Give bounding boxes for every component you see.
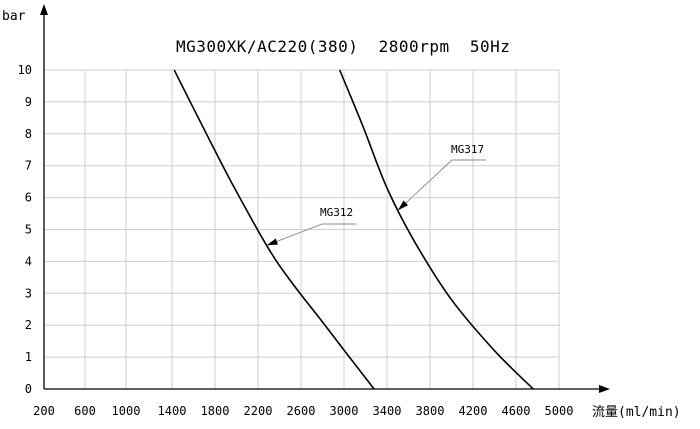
y-tick-label: 4	[25, 254, 32, 268]
x-tick-label: 4600	[502, 404, 531, 418]
x-tick-label: 200	[33, 404, 55, 418]
series-line-mg317	[338, 69, 534, 390]
x-tick-label: 4200	[459, 404, 488, 418]
callout-arrow-icon	[266, 238, 278, 246]
y-tick-label: 10	[18, 63, 32, 77]
x-tick-label: 2600	[287, 404, 316, 418]
series-line-mg312	[173, 69, 375, 390]
y-tick-label: 5	[25, 223, 32, 237]
x-tick-label: 3800	[416, 404, 445, 418]
y-tick-labels: 0 1 2 3 4 5 6 7 8 9 10	[18, 63, 32, 396]
y-tick-label: 3	[25, 286, 32, 300]
chart-title: MG300XK/AC220(380) 2800rpm 50Hz	[176, 37, 510, 56]
y-tick-label: 1	[25, 350, 32, 364]
x-axis-label: 流量(ml/min)	[592, 405, 681, 420]
x-tick-label: 5000	[545, 404, 574, 418]
y-tick-label: 6	[25, 191, 32, 205]
callout-arrow-icon	[397, 200, 408, 211]
y-tick-label: 0	[25, 382, 32, 396]
series-label: MG312	[320, 206, 353, 219]
y-tick-label: 2	[25, 318, 32, 332]
x-tick-label: 1400	[158, 404, 187, 418]
y-tick-label: 7	[25, 159, 32, 173]
y-tick-label: 8	[25, 127, 32, 141]
x-tick-label: 1000	[112, 404, 141, 418]
x-tick-label: 2200	[244, 404, 273, 418]
x-tick-label: 1800	[201, 404, 230, 418]
series-curves	[173, 69, 534, 390]
grid-lines	[44, 69, 560, 389]
series-callouts: MG312 MG317	[266, 143, 486, 246]
callout-leader	[397, 159, 486, 211]
y-axis-label: bar	[2, 9, 26, 24]
x-tick-labels: 200 600 1000 1400 1800 2200 2600 3000 3400 3800 42…	[33, 404, 573, 418]
series-label: MG317	[451, 143, 484, 156]
x-tick-label: 3000	[330, 404, 359, 418]
x-tick-label: 3400	[373, 404, 402, 418]
axes	[40, 4, 610, 393]
callout-leader	[266, 223, 356, 246]
y-axis-arrow-icon	[40, 4, 48, 15]
x-tick-label: 600	[74, 404, 96, 418]
x-axis-arrow-icon	[599, 385, 610, 393]
y-tick-label: 9	[25, 95, 32, 109]
